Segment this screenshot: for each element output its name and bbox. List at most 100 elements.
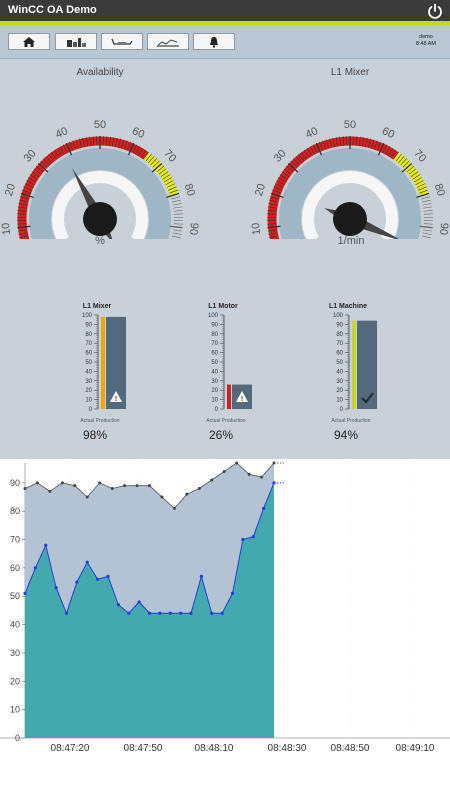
bar-scale-label: 90 xyxy=(336,322,343,328)
bar-accent-fill xyxy=(101,317,105,409)
gauge-tick-label: 60 xyxy=(130,125,146,141)
gauge-tick-label: 20 xyxy=(253,182,268,197)
series-lower-point xyxy=(189,612,192,615)
series-lower-point xyxy=(148,612,151,615)
series-upper-point xyxy=(98,481,101,484)
gauge-tick-label: 50 xyxy=(94,119,106,131)
series-lower-point xyxy=(158,612,161,615)
series-lower-point xyxy=(117,603,120,606)
gauge-tick xyxy=(172,236,181,238)
gauge-mixer-unit: 1/min xyxy=(311,235,391,247)
y-tick-label: 90 xyxy=(10,478,20,488)
gauge-tick-label: 40 xyxy=(304,125,320,141)
user-info: demo 8:48 AM xyxy=(416,34,436,48)
bar-mixer-title: L1 Mixer xyxy=(57,303,137,310)
series-lower-point xyxy=(210,612,213,615)
gauge-tick xyxy=(423,233,432,235)
series-upper-point xyxy=(160,496,163,499)
gauge-tick xyxy=(422,236,431,238)
gauge-tick xyxy=(421,197,430,199)
power-icon[interactable] xyxy=(426,2,444,20)
process-button[interactable] xyxy=(101,33,143,50)
clock: 8:48 AM xyxy=(416,41,436,48)
bar-scale-label: 50 xyxy=(85,360,92,366)
user-name: demo xyxy=(416,34,436,41)
bar-scale-label: 30 xyxy=(85,379,92,385)
series-upper-point xyxy=(136,484,139,487)
gauge-tick xyxy=(424,210,433,211)
gauge-tick-label: 70 xyxy=(411,148,428,165)
x-tick-label: 08:48:10 xyxy=(195,743,234,754)
series-lower-point xyxy=(23,592,26,595)
gauge-tick xyxy=(170,226,183,227)
series-lower-point xyxy=(55,586,58,589)
bar-motor-value: 26% xyxy=(181,428,261,442)
bar-scale-label: 80 xyxy=(211,332,218,338)
y-tick-label: 10 xyxy=(10,705,20,715)
gauge-tick xyxy=(171,197,180,199)
title-bar: WinCC OA Demo xyxy=(0,0,450,21)
production-bars: 1009080706050403020100!10090807060504030… xyxy=(0,311,450,421)
series-upper-point xyxy=(185,493,188,496)
series-upper-point xyxy=(148,484,151,487)
warning-icon-mark: ! xyxy=(241,396,243,403)
series-upper-point xyxy=(173,507,176,510)
bar-scale-label: 40 xyxy=(211,369,218,375)
gauge-tick-label: 70 xyxy=(161,148,178,165)
x-tick-label: 08:47:20 xyxy=(51,743,90,754)
bar-scale-label: 20 xyxy=(336,388,343,394)
series-upper-point xyxy=(48,490,51,493)
dashboard-panel: Availability L1 Mixer 010203040506070809… xyxy=(0,59,450,459)
series-lower-point xyxy=(75,580,78,583)
series-lower-point xyxy=(252,535,255,538)
alarm-button[interactable] xyxy=(193,33,235,50)
bar-scale-label: 60 xyxy=(85,351,92,357)
gauge-availability-unit: % xyxy=(60,235,140,247)
trend-icon xyxy=(155,36,181,48)
series-upper-point xyxy=(86,496,89,499)
series-upper-point xyxy=(198,487,201,490)
factory-icon xyxy=(65,36,87,48)
gauge-hub xyxy=(333,202,367,236)
series-upper-point xyxy=(210,479,213,482)
y-tick-label: 50 xyxy=(10,591,20,601)
gauge-tick-label: 20 xyxy=(3,182,18,197)
series-upper-point xyxy=(61,481,64,484)
y-tick-label: 40 xyxy=(10,620,20,630)
gauge-hub xyxy=(83,202,117,236)
gauge-tick xyxy=(174,214,183,215)
plant-button[interactable] xyxy=(55,33,97,50)
y-tick-label: 60 xyxy=(10,563,20,573)
series-upper-point xyxy=(111,487,114,490)
bar-scale-label: 60 xyxy=(211,351,218,357)
bar-scale-label: 100 xyxy=(333,313,344,319)
gauge-tick-label: 80 xyxy=(182,182,197,197)
gauge-tick xyxy=(173,203,182,205)
bar-motor-title: L1 Motor xyxy=(183,303,263,310)
series-lower-point xyxy=(44,544,47,547)
bar-accent-fill xyxy=(352,321,356,409)
y-tick-label: 70 xyxy=(10,535,20,545)
trend-button[interactable] xyxy=(147,33,189,50)
y-tick-label: 20 xyxy=(10,676,20,686)
home-button[interactable] xyxy=(8,33,50,50)
gauge-mixer: 0102030405060708090100 xyxy=(250,79,450,239)
bar-scale-label: 20 xyxy=(211,388,218,394)
bar-motor-sub: Actual Production xyxy=(186,418,266,424)
series-lower-point xyxy=(96,578,99,581)
bar-scale-label: 10 xyxy=(336,398,343,404)
gauge-tick-label: 10 xyxy=(250,222,263,235)
y-tick-label: 30 xyxy=(10,648,20,658)
gauge-tick-label: 90 xyxy=(437,222,450,235)
bar-scale-label: 90 xyxy=(85,322,92,328)
gauge-tick-label: 90 xyxy=(187,222,200,235)
bar-scale-label: 70 xyxy=(85,341,92,347)
bar-machine-title: L1 Machine xyxy=(308,303,388,310)
bar-mixer-sub: Actual Production xyxy=(60,418,140,424)
series-lower-point xyxy=(138,600,141,603)
series-lower-point xyxy=(65,612,68,615)
gauge-tick xyxy=(424,214,433,215)
series-lower-point xyxy=(106,575,109,578)
bar-scale-label: 30 xyxy=(211,379,218,385)
